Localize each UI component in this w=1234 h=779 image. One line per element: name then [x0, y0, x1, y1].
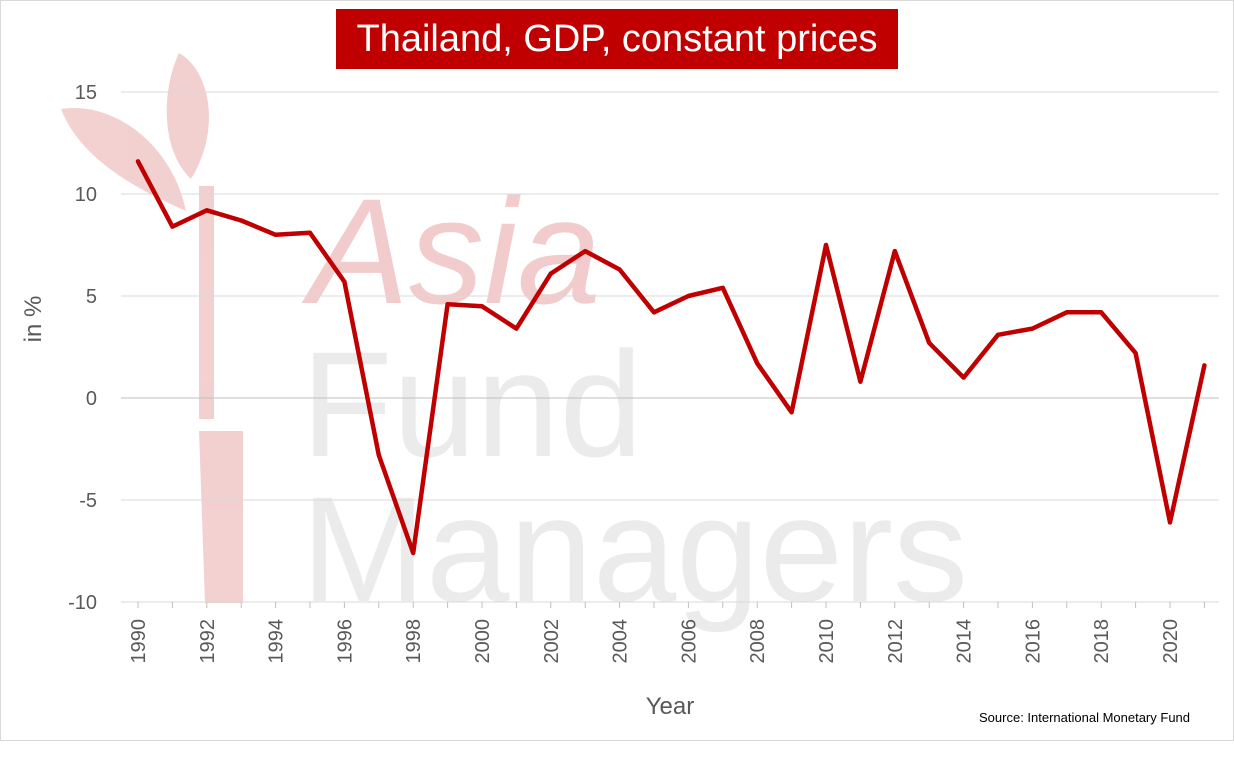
- data-point: [996, 332, 1000, 337]
- data-point: [789, 410, 794, 415]
- x-tick-label: 1990: [128, 619, 150, 664]
- x-axis-title: Year: [646, 693, 695, 720]
- series-line-gdp: [135, 159, 1207, 556]
- asia-fund-managers-logo: [61, 53, 243, 603]
- x-tick-label: 2010: [816, 619, 838, 664]
- data-point: [617, 267, 622, 272]
- data-point: [480, 304, 484, 309]
- data-point: [652, 310, 656, 315]
- data-point: [1202, 363, 1207, 368]
- x-tick-label: 2004: [610, 619, 632, 664]
- data-point: [927, 340, 932, 345]
- watermark-fund: Fund: [301, 320, 643, 488]
- data-point: [858, 379, 863, 384]
- x-tick-label: 2012: [885, 619, 907, 664]
- y-axis-title: in %: [20, 296, 47, 343]
- x-tick-label: 1998: [403, 619, 425, 664]
- data-point: [308, 230, 312, 235]
- x-tick-label: 1996: [334, 619, 356, 664]
- watermark-managers: Managers: [301, 465, 968, 633]
- data-point: [273, 232, 278, 237]
- x-tick-label: 2016: [1022, 619, 1044, 664]
- data-point: [824, 243, 828, 247]
- data-point: [136, 159, 140, 164]
- x-tick-label: 1994: [266, 619, 288, 664]
- y-axis-ticks: 15 10 5 0 -5 -10: [68, 82, 97, 614]
- x-tick-label: 2002: [541, 619, 563, 664]
- data-point: [583, 249, 588, 254]
- series-group: [135, 159, 1207, 556]
- x-tick-label: 1992: [197, 619, 219, 664]
- data-point: [445, 302, 450, 307]
- gridlines: [121, 91, 1219, 603]
- x-axis-ticks: 1990 1992 1994 1996 1998 2000 2002 2004 2006 2008…: [128, 602, 1205, 664]
- data-point: [1064, 310, 1069, 315]
- source-note: Source: International Monetary Fund: [979, 710, 1191, 725]
- logo-leaf-left: [61, 107, 186, 211]
- data-point: [755, 361, 760, 366]
- y-tick-label: -5: [79, 490, 97, 512]
- data-point: [892, 249, 897, 254]
- x-tick-label: 2000: [472, 619, 494, 664]
- data-point: [1133, 351, 1138, 356]
- data-point: [376, 453, 381, 458]
- x-tick-label: 2014: [954, 619, 976, 664]
- x-tick-label: 2008: [747, 619, 769, 664]
- watermark-asia: Asia: [301, 167, 601, 335]
- chart-title: Thailand, GDP, constant prices: [336, 9, 898, 69]
- x-tick-label: 2018: [1091, 619, 1113, 664]
- data-point: [1030, 326, 1035, 331]
- data-point: [686, 294, 691, 298]
- x-tick-label: 2020: [1160, 619, 1182, 664]
- y-tick-label: 5: [86, 286, 97, 308]
- logo-leaf-top: [166, 53, 209, 179]
- y-tick-label: 15: [75, 82, 97, 104]
- data-point: [720, 285, 725, 290]
- data-point: [204, 208, 209, 213]
- data-point: [1099, 310, 1104, 315]
- x-tick-label: 2006: [678, 619, 700, 664]
- data-point: [411, 551, 416, 556]
- chart-frame: Asia Fund Managers 15 10 5 0 -5 -10 1990 1992 1…: [0, 0, 1234, 741]
- y-tick-label: 10: [75, 184, 97, 206]
- y-tick-label: -10: [68, 592, 97, 614]
- logo-stem-upper: [199, 186, 214, 419]
- y-tick-label: 0: [86, 388, 97, 410]
- data-point: [514, 326, 519, 331]
- data-point: [239, 218, 244, 223]
- data-point: [548, 271, 553, 276]
- logo-stem-lower: [199, 431, 243, 603]
- data-point: [342, 279, 347, 284]
- data-point: [961, 375, 966, 380]
- data-point: [170, 224, 175, 229]
- data-point: [1168, 520, 1172, 525]
